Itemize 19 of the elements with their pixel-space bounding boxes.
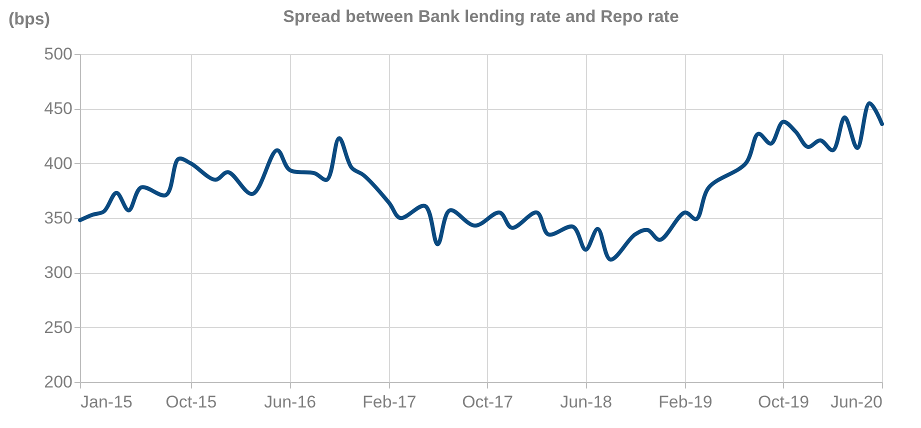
x-tick-label: Jun-16 bbox=[264, 392, 316, 412]
chart-title: Spread between Bank lending rate and Repo rate bbox=[283, 7, 679, 26]
x-tick-label: Oct-19 bbox=[758, 392, 810, 412]
y-tick-label: 200 bbox=[44, 372, 72, 392]
y-tick-label: 400 bbox=[44, 154, 72, 173]
x-tick-label: Jun-18 bbox=[560, 392, 612, 412]
y-tick-label: 350 bbox=[44, 208, 72, 228]
x-tick-label: Feb-19 bbox=[658, 392, 712, 412]
y-tick-label: 500 bbox=[44, 44, 72, 64]
x-tick-label: Oct-15 bbox=[166, 392, 217, 412]
line-series bbox=[78, 101, 884, 262]
y-tick-label: 450 bbox=[44, 99, 72, 118]
y-tick-label: 250 bbox=[44, 318, 72, 337]
x-tick-label: Jun-20 bbox=[830, 392, 882, 412]
x-tick-label: Jan-15 bbox=[80, 392, 132, 412]
x-tick-label: Feb-17 bbox=[362, 392, 416, 412]
y-axis-title: (bps) bbox=[8, 10, 50, 28]
x-tick-label: Oct-17 bbox=[462, 392, 514, 412]
y-tick-label: 300 bbox=[44, 263, 72, 282]
